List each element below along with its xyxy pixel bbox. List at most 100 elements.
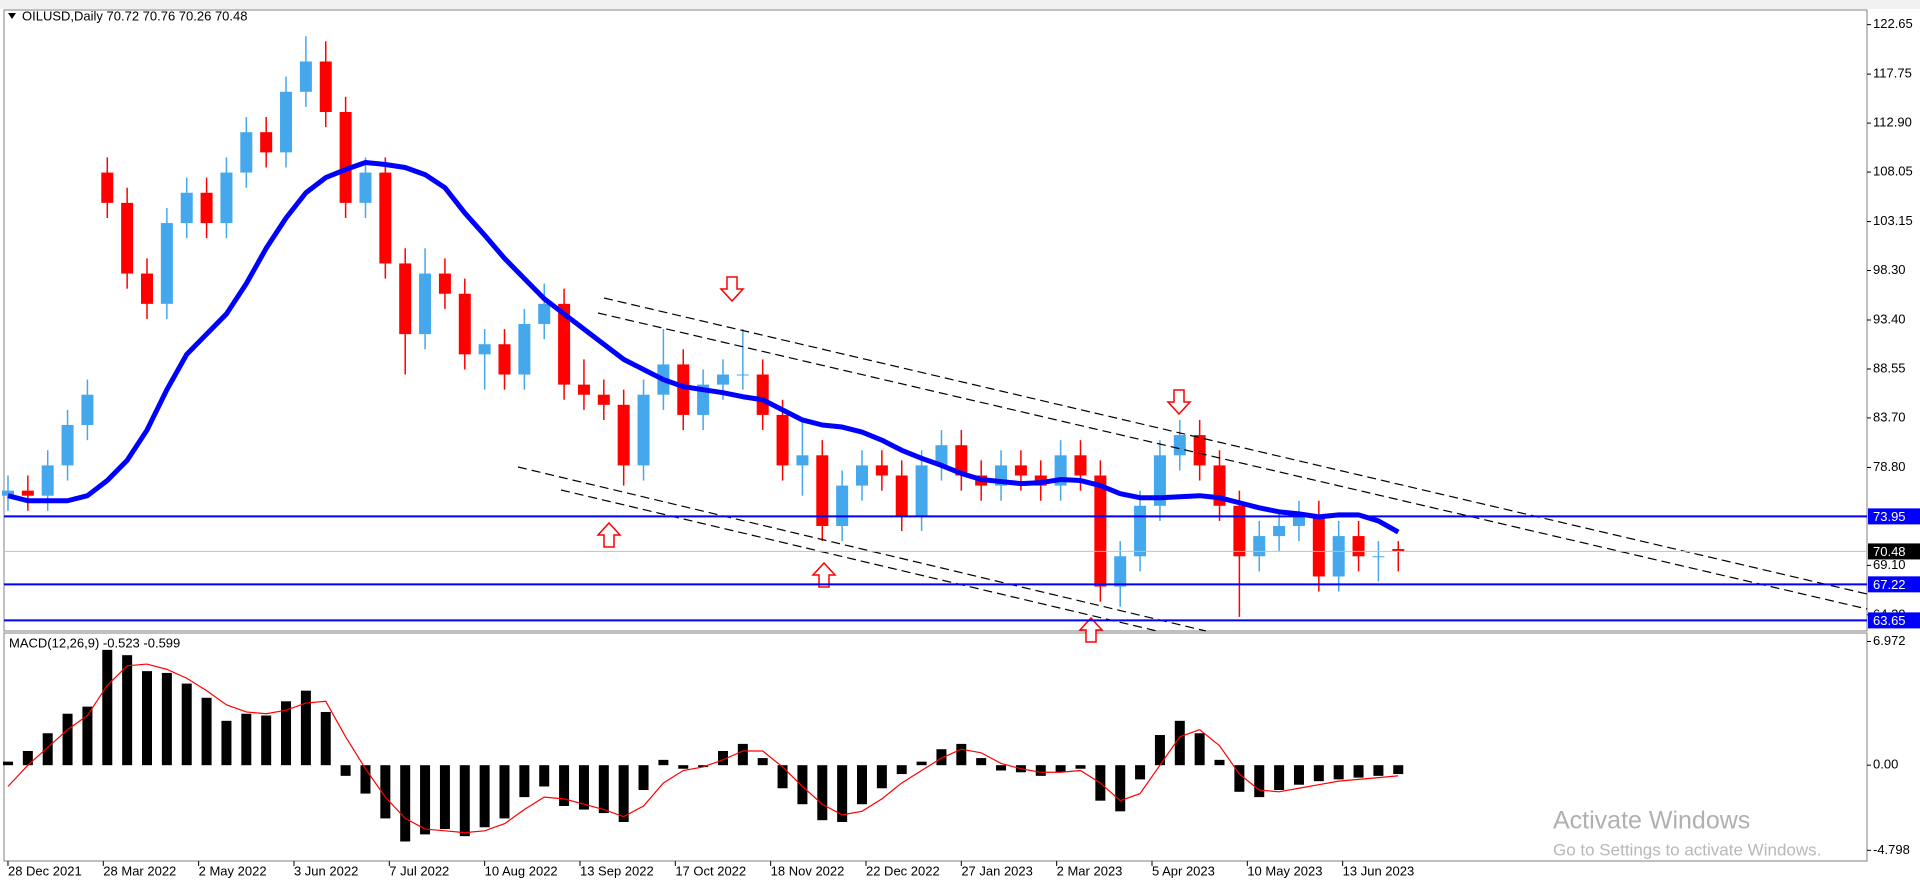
x-tick-label: 18 Nov 2022 — [771, 863, 845, 878]
candle-body — [81, 394, 94, 426]
candle-body — [935, 445, 948, 466]
y-tick-label: 93.40 — [1873, 311, 1906, 326]
macd-bar — [797, 765, 808, 805]
macd-bar — [22, 750, 33, 766]
candle-body — [299, 61, 312, 92]
macd-bar — [598, 765, 609, 814]
candle-body — [458, 293, 471, 355]
y-tick-label: 122.65 — [1873, 16, 1913, 31]
level-label: 73.95 — [1873, 509, 1906, 524]
y-tick-label: 108.05 — [1873, 164, 1913, 179]
macd-bar — [400, 765, 411, 842]
candle-body — [438, 273, 451, 294]
x-tick-label: 7 Jul 2022 — [389, 863, 449, 878]
x-tick-label: 28 Mar 2022 — [103, 863, 176, 878]
candle-body — [61, 425, 74, 466]
y-tick-label: 69.10 — [1873, 557, 1906, 572]
macd-bar — [201, 697, 212, 766]
y-tick-label: 6.972 — [1873, 633, 1906, 648]
candle-body — [558, 303, 571, 385]
moving-average — [7, 159, 1400, 535]
chart-title: OILUSD,Daily 70.72 70.76 70.26 70.48 — [22, 8, 247, 23]
candle-body — [21, 490, 34, 496]
channel-line — [603, 297, 1868, 595]
candle-body — [518, 324, 531, 375]
candle-body — [200, 192, 213, 224]
down-arrow — [1166, 389, 1192, 416]
candle-body — [141, 273, 154, 304]
macd-bar — [876, 765, 887, 789]
candle-body — [240, 132, 253, 173]
macd-title: MACD(12,26,9) -0.523 -0.599 — [9, 635, 180, 650]
macd-bar — [1353, 765, 1364, 778]
candle-body — [1372, 556, 1385, 558]
candle-body — [399, 263, 412, 335]
candle-body — [1273, 525, 1286, 537]
macd-bar — [1075, 765, 1086, 769]
candle-body — [319, 61, 332, 112]
macd-bar — [618, 765, 629, 822]
candle-body — [260, 132, 273, 153]
candle-body — [1233, 505, 1246, 557]
macd-bar — [459, 765, 470, 837]
menu-triangle — [8, 13, 16, 19]
x-tick-label: 27 Jan 2023 — [961, 863, 1033, 878]
macd-bar — [499, 765, 510, 819]
candle-body — [1253, 536, 1266, 557]
candle-body — [220, 172, 233, 224]
macd-bar — [658, 759, 669, 766]
macd-bar — [996, 765, 1007, 771]
candle-body — [816, 455, 829, 526]
macd-bar — [896, 765, 907, 775]
macd-bar — [956, 743, 967, 766]
candle-body — [597, 394, 610, 405]
candle-body — [617, 404, 630, 466]
macd-bar — [976, 758, 987, 766]
candle-body — [895, 475, 908, 516]
last-price-label-box — [1868, 543, 1920, 560]
macd-bar — [42, 733, 53, 766]
candle-body — [1392, 549, 1405, 552]
signal-arrows — [596, 276, 1192, 643]
macd-bar — [1373, 765, 1384, 776]
candle-body — [419, 273, 432, 335]
macd-bar — [737, 743, 748, 766]
x-tick-label: 22 Dec 2022 — [866, 863, 940, 878]
candle-body — [836, 485, 849, 526]
candle-body — [180, 192, 193, 224]
x-tick-label: 13 Jun 2023 — [1343, 863, 1415, 878]
y-tick-label: 112.90 — [1873, 115, 1912, 130]
level-label: 67.22 — [1873, 577, 1906, 592]
x-tick-label: 10 Aug 2022 — [485, 863, 558, 878]
macd-bar — [1214, 759, 1225, 766]
candle-body — [1193, 435, 1206, 466]
main-panel — [3, 9, 1868, 632]
macd-bar — [420, 765, 431, 835]
level-label: 63.65 — [1873, 613, 1906, 628]
candle-body — [1074, 455, 1087, 476]
candle-body — [1352, 536, 1365, 557]
y-tick-label: 78.80 — [1873, 459, 1906, 474]
x-tick-label: 2 Mar 2023 — [1057, 863, 1123, 878]
macd-bar — [1135, 765, 1146, 780]
macd-bar — [360, 765, 371, 794]
candle-body — [1153, 455, 1166, 506]
macd-bar — [1035, 765, 1046, 776]
macd-bar — [1234, 765, 1245, 792]
y-tick-label: 88.55 — [1873, 360, 1906, 375]
channel-lines — [517, 297, 1868, 632]
macd-bar — [1293, 765, 1304, 785]
y-tick-label: 98.30 — [1873, 262, 1906, 277]
y-tick-label: 103.15 — [1873, 213, 1913, 228]
macd-bar — [1055, 765, 1066, 773]
level-label-box — [1868, 508, 1920, 525]
candle-body — [498, 344, 511, 375]
candle-body — [1312, 515, 1325, 577]
macd-bar — [1194, 733, 1205, 766]
macd-bar — [221, 720, 232, 766]
macd-bar — [2, 761, 13, 766]
x-tick-label: 13 Sep 2022 — [580, 863, 654, 878]
macd-bar — [539, 765, 550, 787]
macd-bar — [678, 765, 689, 769]
